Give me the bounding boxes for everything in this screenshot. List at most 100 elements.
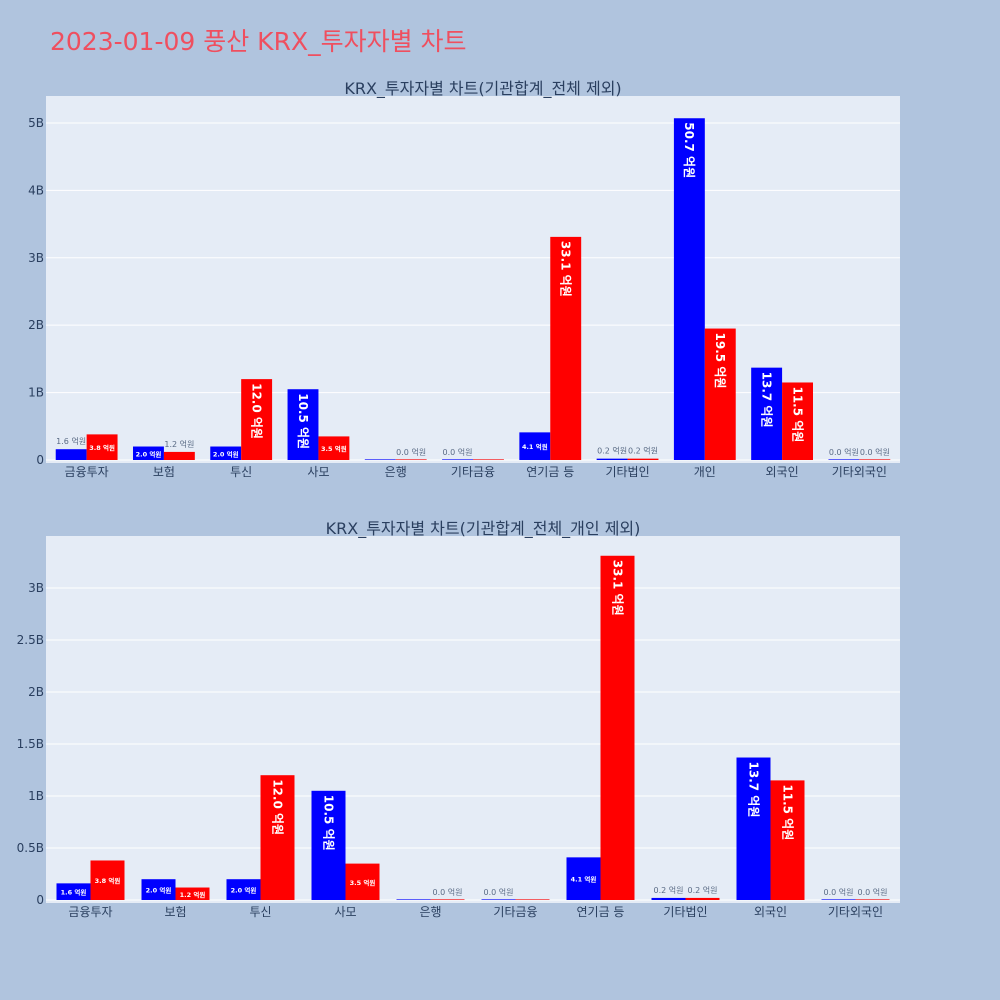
y-tick-label: 2B [28,685,44,699]
bar-buy [55,449,87,460]
data-label: 2.0 억원 [146,886,172,895]
bar-sell [685,897,720,900]
bar-buy [141,879,176,900]
bar-sell [704,328,736,460]
data-label: 2.0 억원 [231,886,257,895]
bar-sell [241,379,273,460]
data-label: 1.2 억원 [164,439,194,449]
y-tick-label: 0.5B [17,841,44,855]
y-tick-label: 5B [28,116,44,130]
x-tick-label: 외국인 [754,905,787,919]
y-tick-label: 0 [36,453,44,467]
data-label: 4.1 억원 [522,442,548,451]
data-label: 0.0 억원 [433,887,463,897]
bar-buy [133,446,164,460]
data-label: 50.7 억원 [682,122,696,178]
x-tick-label: 사모 [307,465,329,479]
data-label: 10.5 억원 [296,393,310,449]
data-label: 3.8 억원 [89,443,115,452]
data-label: 4.1 억원 [571,875,597,884]
x-tick-label: 금융투자 [65,465,109,479]
bar-buy [751,367,783,460]
bar-buy [442,459,473,460]
bar-sell [345,863,380,900]
data-label: 2.0 억원 [136,449,162,458]
chart-title: KRX_투자자별 차트(기관합계_전체 제외) [344,79,621,99]
x-tick-label: 기타법인 [605,465,649,479]
bar-sell [473,459,504,460]
bar-buy [673,118,705,460]
bar-sell [770,780,805,900]
x-tick-label: 은행 [419,904,441,919]
chart-title: KRX_투자자별 차트(기관합계_전체_개인 제외) [326,519,641,539]
y-tick-label: 4B [28,183,44,197]
data-label: 0.0 억원 [829,447,859,457]
data-label: 1.2 억원 [180,890,206,899]
bar-sell [175,887,210,900]
data-label: 33.1 억원 [559,241,573,297]
data-label: 1.6 억원 [56,436,86,446]
data-label: 10.5 억원 [321,795,335,851]
data-label: 0.0 억원 [860,447,890,457]
bar-sell [260,775,295,900]
bar-sell [395,459,427,460]
bar-sell [86,434,118,460]
x-tick-label: 투신 [230,465,252,479]
data-label: 13.7 억원 [746,762,760,818]
y-tick-label: 0 [36,893,44,907]
data-label: 11.5 억원 [780,784,794,840]
data-label: 0.0 억원 [824,887,854,897]
x-tick-label: 투신 [249,905,271,919]
y-tick-label: 2B [28,318,44,332]
x-tick-label: 연기금 등 [526,465,574,479]
data-label: 0.0 억원 [858,887,888,897]
data-label: 12.0 억원 [249,383,263,439]
chart-1: 0 1B 2B 3B 4B 5B KRX_투자자별 차트(기관합계_전체 제외) 금융투자 1.… [28,79,900,479]
data-label: 12.0 억원 [270,779,284,835]
y-tick-label: 1B [28,386,44,400]
data-label: 0.2 억원 [597,446,627,456]
y-tick-label: 1.5B [17,737,44,751]
x-tick-label: 기타금융 [451,465,495,479]
x-tick-label: 외국인 [766,465,799,479]
bar-buy [596,458,628,460]
data-label: 3.5 억원 [350,878,376,887]
bar-sell [627,458,659,460]
y-tick-label: 1B [28,789,44,803]
data-label: 11.5 억원 [790,386,804,442]
data-label: 1.6 억원 [61,888,87,897]
bar-sell [90,860,125,900]
bar-buy [364,459,396,460]
x-tick-label: 기타금융 [493,905,537,919]
data-label: 33.1 억원 [610,560,624,616]
bar-buy [651,897,686,900]
bar-buy [396,899,431,900]
bar-buy [210,446,242,460]
bar-buy [821,899,856,900]
page-title: 2023-01-09 풍산 KRX_투자자별 차트 [50,27,467,56]
bar-sell [430,899,465,900]
y-tick-label: 3B [28,581,44,595]
x-tick-label: 연기금 등 [577,905,625,919]
bar-buy [481,899,516,900]
data-label: 3.5 억원 [321,444,347,453]
bar-sell [550,236,582,460]
data-label: 0.2 억원 [628,446,658,456]
x-tick-label: 보험 [164,905,186,919]
bar-sell [859,459,891,460]
data-label: 19.5 억원 [713,333,727,389]
bar-sell [515,899,550,900]
data-label: 0.2 억원 [688,885,718,895]
x-tick-label: 보험 [153,465,175,479]
chart-2: 0 0.5B 1B 1.5B 2B 2.5B 3B KRX_투자자별 차트(기관합계_전체_개… [17,519,900,919]
bar-buy [566,857,601,900]
data-label: 3.8 억원 [95,876,121,885]
bar-buy [736,757,771,900]
bar-sell [163,451,195,460]
data-label: 0.0 억원 [396,447,426,457]
bar-sell [782,382,813,460]
bar-buy [311,790,346,900]
x-tick-label: 개인 [694,465,716,479]
bar-buy [828,459,860,460]
